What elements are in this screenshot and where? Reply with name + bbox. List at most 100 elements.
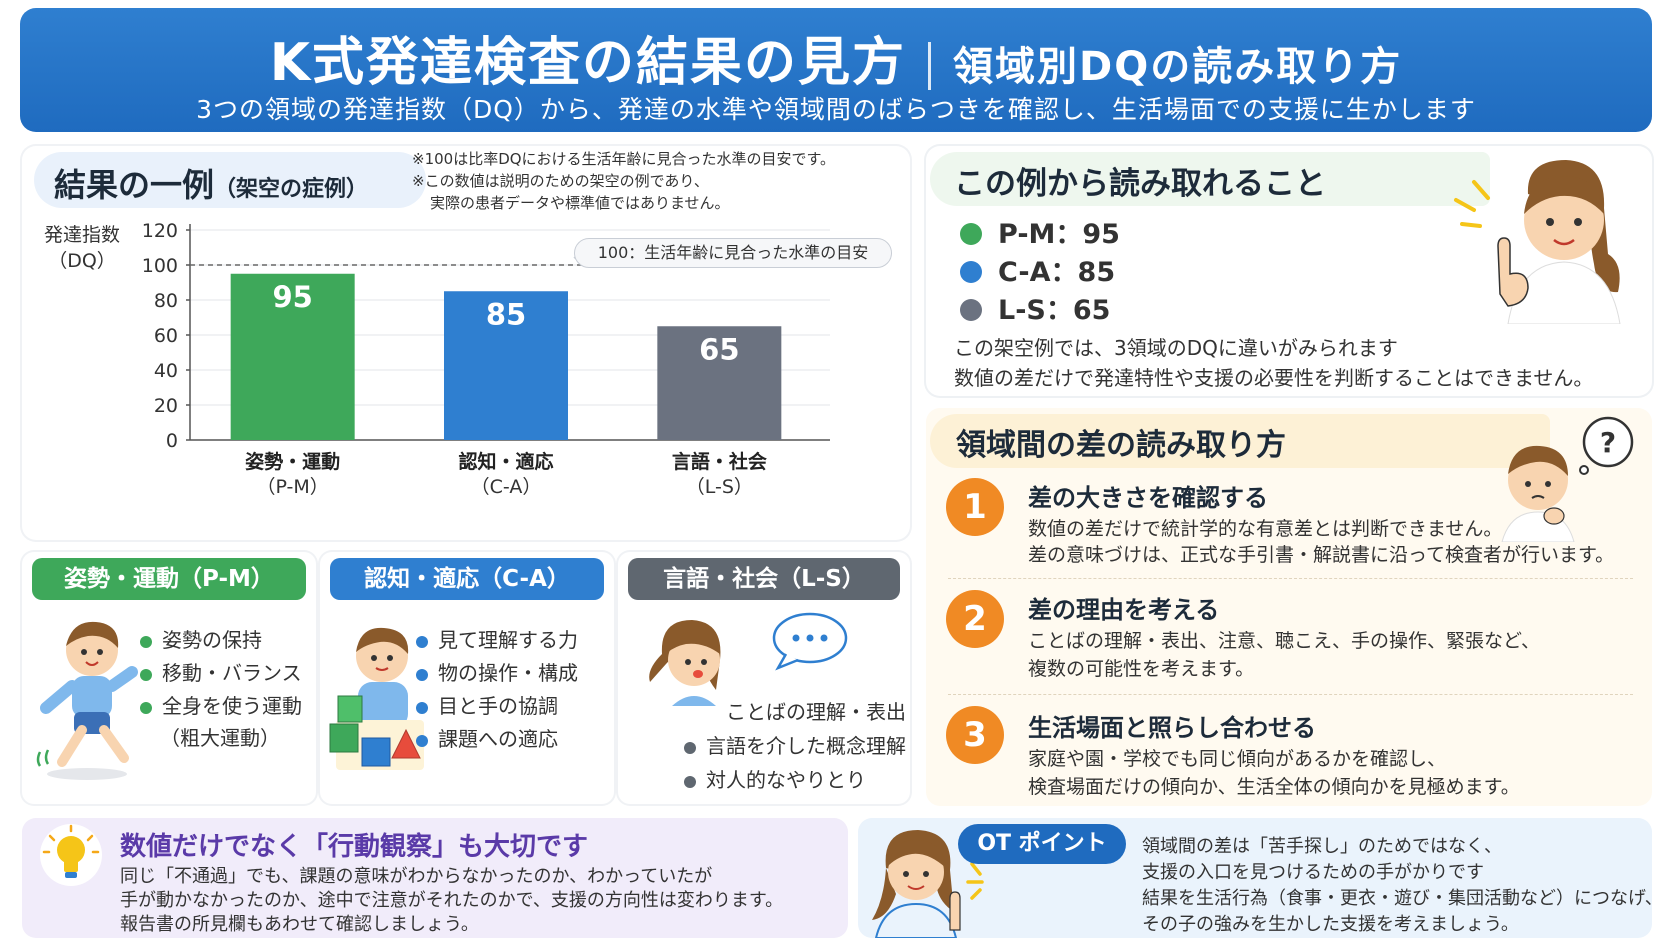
x-category-sublabel: （P-M） — [257, 476, 329, 498]
bullet-dot — [416, 635, 428, 648]
bar-value-label: 65 — [699, 332, 739, 366]
result-title: 結果の一例（架空の症例） — [34, 152, 426, 208]
step-3-number: 3 — [946, 706, 1004, 764]
bullet-dot — [684, 741, 696, 754]
bullet-dot — [140, 701, 152, 714]
lightbulb-icon — [40, 824, 102, 886]
step-divider — [948, 694, 1633, 695]
step-3-title: 生活場面と照らし合わせる — [1028, 714, 1316, 742]
domain-pm-item-3: 全身を使う運動 — [140, 690, 302, 719]
y-tick-label: 80 — [154, 290, 178, 312]
page-subtitle: 3つの領域の発達指数（DQ）から、発達の水準や領域間のばらつきを確認し、生活場面… — [196, 95, 1476, 124]
legend-pm-text: P-M：95 — [998, 219, 1120, 250]
step-1-line-1: 数値の差だけで統計学的な有意差とは判断できません。 — [1028, 518, 1503, 540]
domain-ca-header: 認知・適応（C-A） — [330, 558, 604, 600]
domain-pm-item-2-text: 移動・バランス — [162, 661, 302, 685]
domain-ls-header: 言語・社会（L-S） — [628, 558, 900, 600]
domain-ls-item-3: 対人的なやりとり — [684, 764, 866, 793]
domain-ca-item-4: 課題への適応 — [416, 723, 558, 752]
speech-bubble-icon — [772, 612, 848, 671]
behavior-box — [22, 818, 848, 938]
bar-1 — [230, 273, 355, 440]
result-title-text: 結果の一例 — [54, 166, 215, 204]
legend-pm: P-M：95 — [960, 212, 1120, 251]
domain-ca-item-2-text: 物の操作・構成 — [438, 661, 578, 685]
title-main-text: K式発達検査の結果の見方 — [269, 33, 907, 93]
bullet-dot — [684, 775, 696, 788]
legend-dot-ca — [960, 261, 982, 283]
bullet-dot — [416, 734, 428, 747]
behavior-title: 数値だけでなく「行動観察」も大切です — [120, 832, 589, 862]
bar-2 — [444, 291, 568, 440]
ot-line-2: 支援の入口を見つけるための手がかりです — [1142, 862, 1484, 883]
therapist-icon — [872, 830, 961, 938]
step-divider — [948, 578, 1633, 579]
behavior-line-2: 手が動かなかったのか、途中で注意がそれたのかで、支援の方向性は変わります。 — [120, 890, 784, 911]
note-1: ※100は比率DQにおける生活年齢に見合った水準の目安です。 — [412, 150, 836, 168]
behavior-line-1: 同じ「不通過」でも、課題の意味がわからなかったのか、わかっていたが — [120, 866, 713, 887]
domain-pm-item-2: 移動・バランス — [140, 657, 302, 686]
domain-ls-item-2: 言語を介した概念理解 — [684, 730, 906, 759]
header-banner: K式発達検査の結果の見方 領域別DQの読み取り方 3つの領域の発達指数（DQ）から… — [20, 8, 1652, 132]
domain-pm-item-1-text: 姿勢の保持 — [162, 628, 262, 652]
bar-chart: 0 20 40 60 80 100 120 95 姿勢・運動 （P-M） 85 認知・適応 （C-A） 6… — [130, 210, 890, 510]
legend-dot-ls — [960, 299, 982, 321]
step-2-title: 差の理由を考える — [1028, 596, 1220, 624]
domain-card-ca: 認知・適応（C-A） 見て理解する力 物の操作・構成 目と手の協調 課題への適応 — [320, 552, 614, 804]
bullet-dot — [416, 701, 428, 714]
domain-card-ls: 言語・社会（L-S） ことばの理解・表出 言語を介した概念理解 対人的なやりとり — [618, 552, 910, 804]
bar-value-label: 85 — [486, 297, 526, 331]
behavior-line-3: 報告書の所見欄もあわせて確認しましょう。 — [120, 914, 479, 935]
legend-ls: L-S：65 — [960, 288, 1110, 327]
y-tick-label: 0 — [166, 430, 178, 452]
step-2-line-1: ことばの理解・表出、注意、聴こえ、手の操作、緊張など、 — [1028, 630, 1541, 652]
running-child-icon — [36, 621, 138, 780]
pointing-woman-icon — [1454, 160, 1621, 324]
y-tick-label: 100 — [142, 255, 178, 277]
domain-ca-item-1-text: 見て理解する力 — [438, 628, 578, 652]
domain-ls-item-2-text: 言語を介した概念理解 — [706, 734, 906, 758]
title-divider — [928, 42, 932, 90]
bar-value-label: 95 — [272, 280, 312, 314]
x-category-label: 姿勢・運動 — [245, 450, 340, 473]
y-axis-label-line1: 発達指数 — [44, 224, 121, 246]
x-category-label: 言語・社会 — [672, 450, 767, 473]
y-tick-label: 40 — [154, 360, 178, 382]
thinking-boy-icon: ? — [1501, 416, 1634, 542]
step-3-line-2: 検査場面だけの傾向か、生活全体の傾向かを見極めます。 — [1028, 776, 1520, 798]
reading-title: この例から読み取れること — [954, 166, 1326, 202]
note-3: 実際の患者データや標準値ではありません。 — [430, 194, 730, 212]
domain-ca-item-4-text: 課題への適応 — [438, 727, 558, 751]
legend-ca: C-A：85 — [960, 250, 1115, 289]
domain-card-pm: 姿勢・運動（P-M） 姿勢の保持 移動・バランス 全身を使う運動 （粗大運動） — [22, 552, 316, 804]
talking-girl-icon — [649, 620, 721, 706]
title-sub-text: 領域別DQの読み取り方 — [953, 44, 1403, 90]
x-category-sublabel: （L-S） — [686, 476, 753, 498]
domain-ca-item-1: 見て理解する力 — [416, 624, 578, 653]
step-3-line-1: 家庭や園・学校でも同じ傾向があるかを確認し、 — [1028, 748, 1447, 770]
child-with-blocks-icon — [329, 627, 424, 770]
y-axis-label-line2: （DQ） — [48, 250, 116, 272]
bullet-dot — [140, 668, 152, 681]
legend-ls-text: L-S：65 — [998, 295, 1111, 326]
domain-ca-item-3: 目と手の協調 — [416, 690, 558, 719]
domain-pm-item-1: 姿勢の保持 — [140, 624, 262, 653]
ot-line-3: 結果を生活行為（食事・更衣・遊び・集団活動など）につなげ、 — [1142, 888, 1663, 909]
y-axis-label: 発達指数 （DQ） — [44, 222, 120, 274]
step-1-number: 1 — [946, 478, 1004, 536]
svg-text:?: ? — [1600, 426, 1616, 459]
bullet-dot — [140, 635, 152, 648]
domain-ca-item-3-text: 目と手の協調 — [438, 694, 558, 718]
domain-ls-item-1: ことばの理解・表出 — [726, 700, 906, 724]
domain-ca-item-2: 物の操作・構成 — [416, 657, 578, 686]
y-tick-label: 20 — [154, 395, 178, 417]
step-1-line-2: 差の意味づけは、正式な手引書・解説書に沿って検査者が行います。 — [1028, 544, 1615, 566]
reference-badge: 100：生活年齢に見合った水準の目安 — [574, 238, 892, 268]
reading-header-bg — [930, 152, 1490, 206]
chart-svg: 0 20 40 60 80 100 120 95 姿勢・運動 （P-M） 85 認知・適応 （C-A） 6… — [142, 220, 830, 498]
step-1-title: 差の大きさを確認する — [1028, 484, 1268, 512]
legend-ca-text: C-A：85 — [998, 257, 1116, 288]
domain-pm-header: 姿勢・運動（P-M） — [32, 558, 306, 600]
differences-header-bg — [930, 414, 1550, 468]
legend-dot-pm — [960, 223, 982, 245]
